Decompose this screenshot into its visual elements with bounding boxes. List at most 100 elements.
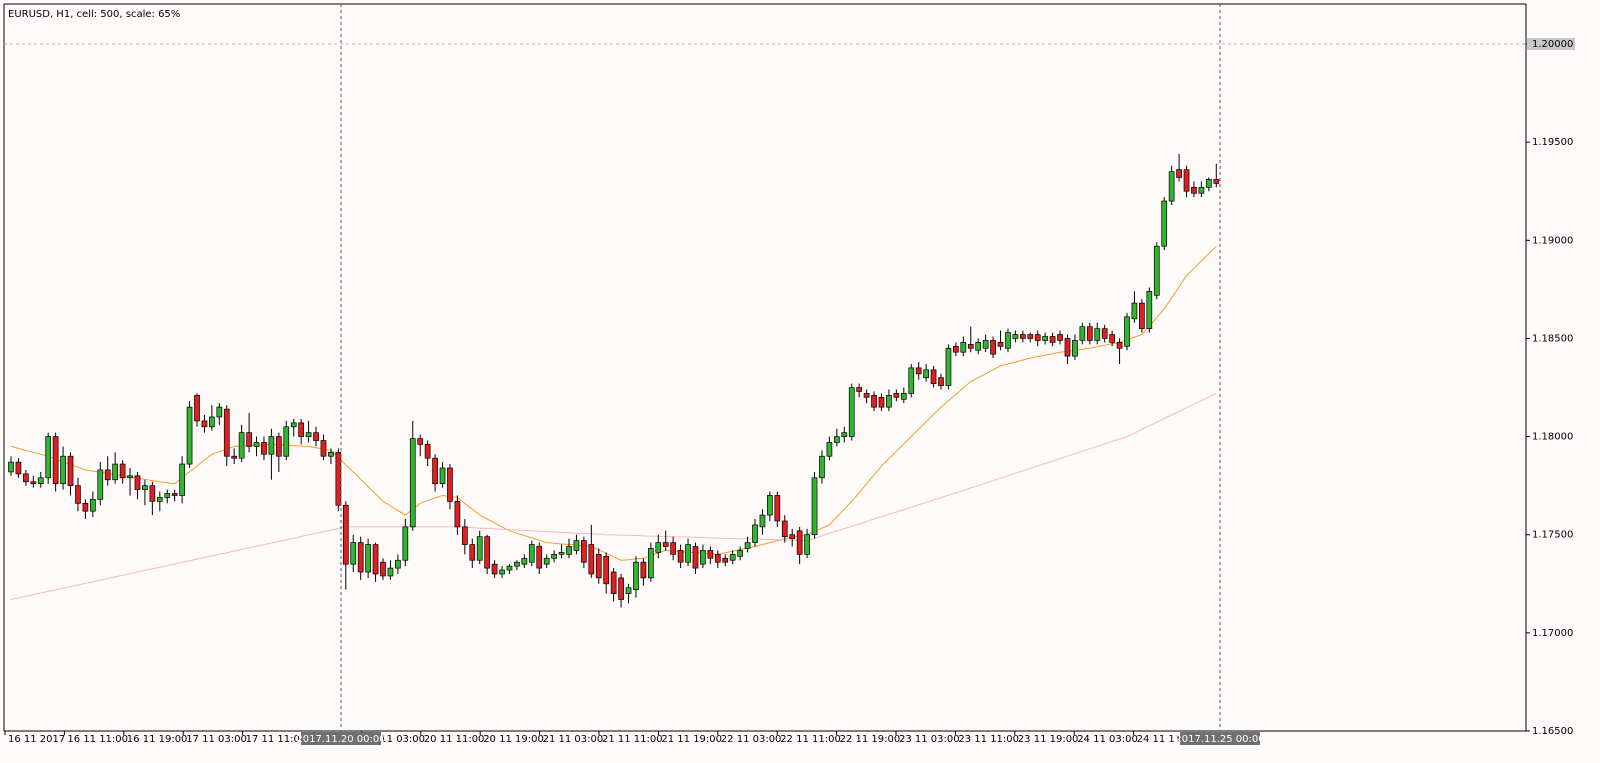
candle-body (134, 475, 141, 490)
candle-body (737, 550, 743, 557)
candle-body (558, 552, 565, 555)
candle-body (618, 577, 624, 600)
candle-body (677, 550, 684, 563)
candle-body (15, 461, 22, 475)
candle-body (23, 473, 29, 483)
candle-body (89, 499, 96, 512)
candle-body (886, 395, 892, 408)
x-tick-label: 22 11 03:00 (721, 734, 782, 745)
candle-body (871, 395, 877, 408)
candle-body (104, 469, 111, 481)
candle-body (722, 557, 729, 563)
y-tick-label: 1.17500 (1532, 530, 1573, 541)
candle-body (1005, 332, 1011, 349)
candle-body (1183, 169, 1190, 192)
candle-body (528, 544, 535, 563)
candle-body (454, 501, 461, 528)
candle-body (52, 436, 59, 485)
candle-body (380, 561, 386, 577)
candle-body (60, 455, 66, 485)
candle-body (171, 493, 178, 496)
candle-body (216, 406, 223, 418)
candle-body (1012, 334, 1019, 339)
candle-body (923, 369, 929, 379)
candle-body (357, 542, 364, 573)
x-tick-label: 23 11 11:00 (958, 734, 1019, 745)
candle-body (767, 495, 773, 516)
x-tick-label: 20 11 11:00 (424, 734, 485, 745)
candle-body (424, 444, 431, 459)
x-tick-label: 20 11 03:00 (364, 734, 425, 745)
candle-body (268, 436, 275, 455)
x-tick-label: 22 11 11:00 (780, 734, 841, 745)
x-tick-label: 24 11 03:00 (1077, 734, 1138, 745)
x-tick-label: 16 11 11:00 (67, 734, 128, 745)
candle-body (469, 544, 476, 561)
candle-body (707, 550, 714, 559)
candle-body (432, 457, 438, 485)
candle-body (982, 340, 989, 349)
x-tick-label: 16 11 19:00 (127, 734, 188, 745)
candle-body (119, 463, 126, 479)
candle-body (514, 561, 520, 567)
candle-body (417, 438, 424, 445)
candle-body (1124, 316, 1130, 347)
candle-body (633, 561, 639, 591)
candle-body (67, 455, 74, 487)
candle-body (320, 440, 327, 457)
candle-body (573, 540, 580, 551)
x-tick-label: 21 11 11:00 (602, 734, 663, 745)
candle-body (655, 542, 662, 553)
candle-body (142, 485, 148, 490)
candle-body (1034, 334, 1041, 341)
candle-body (1072, 340, 1078, 357)
y-tick-label: 1.19500 (1532, 137, 1573, 148)
x-tick-label: 17 11 11:00 (246, 734, 307, 745)
candle-body (960, 342, 967, 353)
x-tick-label: 21 11 03:00 (543, 734, 604, 745)
candle-body (365, 544, 371, 573)
x-tick-label: 23 11 03:00 (899, 734, 960, 745)
candle-body (491, 563, 498, 575)
candle-body (201, 420, 208, 428)
candle-body (588, 544, 595, 575)
candle-body (246, 432, 252, 447)
candle-body (1049, 336, 1056, 343)
candle-body (789, 534, 796, 540)
candle-body (714, 554, 721, 563)
candle-body (37, 477, 44, 485)
candle-body (536, 546, 543, 569)
candle-body (149, 485, 156, 502)
x-tick-label: 22 11 19:00 (840, 734, 901, 745)
candle-body (1191, 186, 1197, 194)
candle-body (1101, 328, 1108, 339)
moving-average-line (10, 392, 1217, 600)
candle-body (900, 393, 907, 400)
candle-body (313, 432, 319, 441)
candle-body (581, 540, 587, 563)
candle-body (112, 463, 119, 481)
candle-body (328, 451, 334, 457)
candle-body (997, 342, 1004, 347)
y-tick-label: 1.16500 (1532, 726, 1573, 737)
candle-body (819, 455, 825, 479)
candle-body (1116, 342, 1123, 349)
candle-body (1176, 169, 1182, 178)
candle-body (953, 345, 959, 353)
candle-body (75, 485, 81, 504)
candle-body (1153, 245, 1160, 296)
candle-body (156, 497, 163, 502)
candle-body (335, 451, 342, 506)
candle-body (521, 557, 528, 565)
marker-label-box (1180, 732, 1260, 745)
candle-body (238, 432, 245, 459)
candle-body (990, 340, 996, 355)
y-tick-label: 1.20000 (1532, 39, 1573, 50)
candle-body (848, 387, 855, 437)
candle-body (566, 546, 572, 555)
candle-body (662, 542, 669, 547)
candle-body (811, 477, 818, 536)
candle-body (82, 502, 89, 512)
